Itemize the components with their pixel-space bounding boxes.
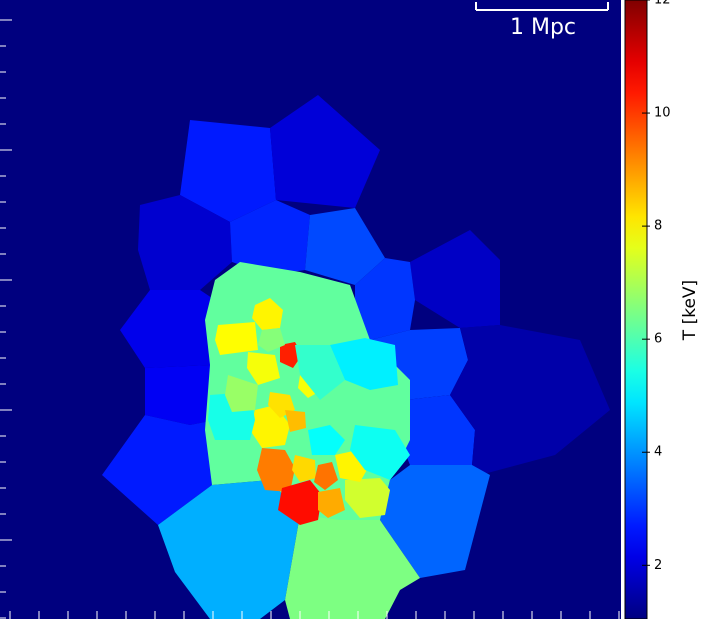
cell xyxy=(410,230,500,328)
cell xyxy=(380,465,490,578)
cell xyxy=(314,462,338,490)
cell xyxy=(258,328,285,352)
cell xyxy=(247,352,280,385)
cell xyxy=(305,208,385,285)
cells xyxy=(102,95,610,619)
colorbar-ticks: 2 4 6 8 10 12 xyxy=(642,0,671,573)
cell xyxy=(450,325,610,475)
cell xyxy=(257,448,295,492)
cell xyxy=(215,322,258,355)
cell xyxy=(318,488,345,518)
cell xyxy=(330,338,398,390)
scalebar-label: 1 Mpc xyxy=(510,15,576,40)
cell xyxy=(102,415,215,525)
colorbar-tick-label: 6 xyxy=(654,332,662,347)
cell xyxy=(308,425,345,455)
cell xyxy=(285,500,420,619)
cell xyxy=(180,120,276,222)
cell xyxy=(295,345,345,400)
cell xyxy=(270,95,380,208)
cell xyxy=(138,195,232,290)
colorbar xyxy=(624,0,648,619)
cell xyxy=(285,410,306,432)
colorbar-tick-label: 8 xyxy=(654,219,662,234)
cell xyxy=(292,455,316,482)
cell xyxy=(225,375,258,412)
cell xyxy=(145,365,215,425)
cell xyxy=(252,298,283,330)
colorbar-tick-label: 12 xyxy=(654,0,671,8)
map-frame xyxy=(0,19,620,619)
cell xyxy=(278,480,322,525)
cell xyxy=(355,258,415,340)
cell xyxy=(230,200,310,275)
colorbar-label: T [keV] xyxy=(680,280,700,341)
cell xyxy=(400,395,475,465)
colorbar-tick-label: 10 xyxy=(654,106,671,121)
cell xyxy=(120,290,215,368)
colorbar-tick-label: 4 xyxy=(654,445,662,460)
cell xyxy=(345,478,390,518)
cell xyxy=(350,425,410,480)
cell xyxy=(158,480,300,619)
colorbar-tick-label: 2 xyxy=(654,558,662,573)
